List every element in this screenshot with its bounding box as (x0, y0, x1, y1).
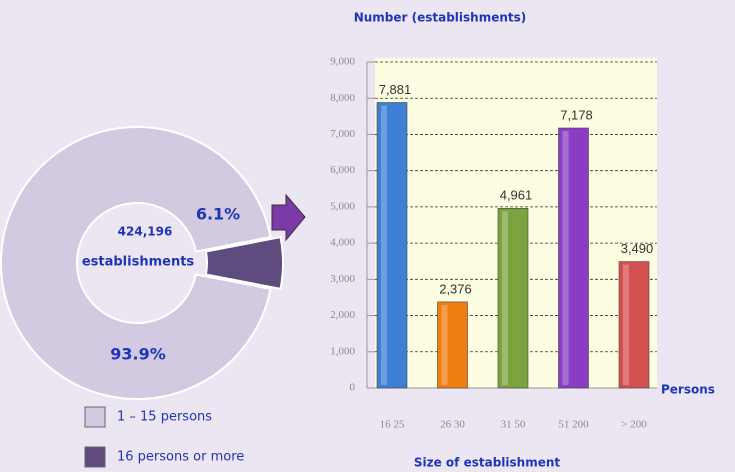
y-tick-label: 3,000 (330, 273, 355, 285)
legend-swatch (84, 446, 106, 468)
slice-label: 6.1% (196, 205, 240, 224)
bar (618, 261, 650, 389)
y-tick-label: 8,000 (330, 92, 355, 104)
value-label: 4,961 (500, 188, 533, 203)
donut-slice (204, 235, 284, 291)
bar-highlight (441, 304, 448, 385)
bar-highlight (381, 105, 387, 386)
bar (497, 208, 529, 389)
x-axis-label: Size of establishment (414, 456, 561, 470)
chart-title: Number (establishments) (354, 11, 527, 25)
bar (437, 301, 468, 389)
y-tick-label: 1,000 (330, 345, 355, 357)
x-tick-label: 16 25 (380, 419, 405, 431)
slice-label: 93.9% (110, 345, 166, 364)
arrow (271, 193, 306, 242)
bar-highlight (562, 130, 569, 385)
value-label: 2,376 (439, 281, 472, 296)
x-tick-label: > 200 (621, 419, 647, 431)
x-axis-unit: Persons (661, 383, 715, 397)
center-text: 424,196 (118, 225, 173, 239)
legend-label: 1 – 15 persons (117, 410, 212, 425)
value-label: 3,490 (621, 241, 654, 256)
y-tick-label: 5,000 (330, 200, 355, 212)
x-tick-label: 26 30 (440, 419, 465, 431)
y-tick-label: 6,000 (330, 164, 355, 176)
bar (558, 127, 589, 389)
bar-highlight (502, 211, 508, 385)
y-tick-label: 7,000 (330, 128, 355, 140)
value-label: 7,178 (560, 107, 593, 122)
y-tick-label: 9,000 (330, 56, 355, 68)
center-text: establishments (82, 255, 195, 270)
legend-swatch (84, 406, 106, 428)
bar (376, 102, 408, 389)
y-tick-label: 2,000 (330, 309, 355, 321)
y-tick-label: 0 (350, 382, 356, 394)
y-tick-label: 4,000 (330, 237, 355, 249)
x-tick-label: 31 50 (501, 419, 526, 431)
legend-label: 16 persons or more (117, 450, 244, 465)
x-tick-label: 51 200 (558, 419, 589, 431)
donut-slice (0, 126, 272, 400)
value-label: 7,881 (379, 82, 412, 97)
bar-highlight (623, 264, 629, 385)
